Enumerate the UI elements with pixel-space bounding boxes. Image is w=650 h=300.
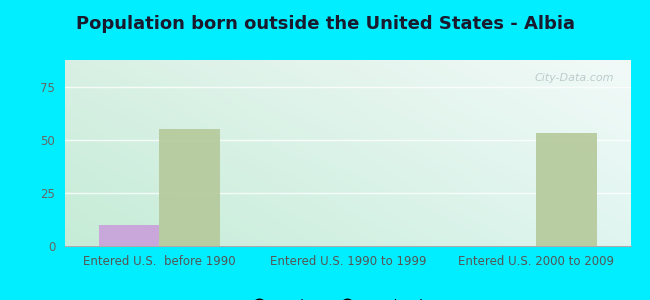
Bar [159, 129, 220, 246]
Legend: Native, Foreign-born: Native, Foreign-born [240, 294, 455, 300]
Text: Population born outside the United States - Albia: Population born outside the United State… [75, 15, 575, 33]
Text: City-Data.com: City-Data.com [534, 73, 614, 83]
Bar [99, 225, 159, 246]
Bar [536, 133, 597, 246]
